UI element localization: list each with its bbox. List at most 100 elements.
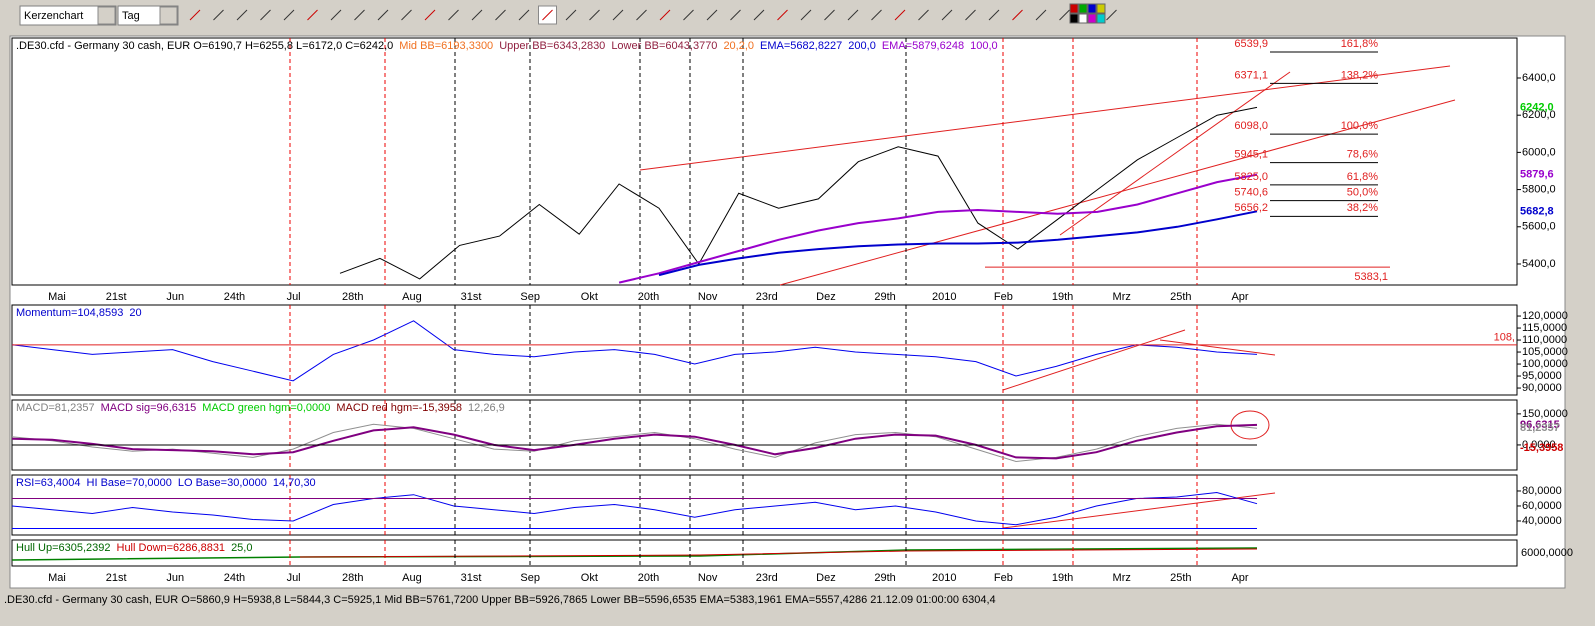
fibonacci-percent: 138,2% [1341,69,1379,81]
header-item: 12,26,9 [468,402,505,414]
header-item: Lower BB=6043,3770 [611,40,717,52]
x-axis-label: 20th [638,291,659,303]
tool-icon [307,9,318,21]
tool-icon [894,9,906,21]
header-item: Hull Up=6305,2392 [16,542,111,554]
tool-icon [189,9,201,21]
series-line [11,423,1258,460]
x-axis-label: Mai [48,291,66,303]
toolbar-icons [189,3,1117,25]
x-axis-label: Apr [1231,572,1248,584]
x-axis-label: 25th [1170,291,1191,303]
color-swatch[interactable] [1087,3,1097,14]
color-swatch[interactable] [1096,13,1106,24]
tool-icon [589,9,600,21]
color-swatch[interactable] [1087,13,1097,24]
x-axis-label: Jul [287,572,301,584]
x-axis-label: 28th [342,291,363,303]
tool-icon [518,9,530,21]
x-axis-label: 25th [1170,572,1191,584]
color-swatch[interactable] [1078,3,1088,14]
tool-icon [965,9,976,21]
axis-badge: 5682,8 [1520,205,1554,217]
dropdown-button[interactable] [159,6,178,25]
x-axis-label: 28th [342,572,363,584]
x-axis-label: Jun [166,572,184,584]
dropdown-button[interactable] [97,6,116,25]
x-axis-label: Feb [994,572,1013,584]
color-swatch[interactable] [1096,3,1106,14]
fibonacci-percent: 50,0% [1347,187,1378,199]
fibonacci-percent: 38,2% [1347,202,1378,214]
x-axis-label: Dez [816,291,836,303]
tool-icon [283,9,295,21]
x-axis-label: 20th [638,572,659,584]
tool-icon [777,9,788,21]
tool-icon [354,9,365,21]
panel-header: Hull Up=6305,2392 Hull Down=6286,8831 25,0 [16,542,252,554]
x-axis-label: 24th [224,572,245,584]
y-tick-label: 100,0000 [1522,358,1568,370]
chart-type-select[interactable] [19,5,117,26]
x-axis-label: 21st [106,291,127,303]
x-axis-label: Jun [166,291,184,303]
y-tick-label: 5400,0 [1522,258,1556,270]
header-item: EMA=5682,8227 [760,40,842,52]
rsi-panel [11,474,1518,536]
period-value: Tag [122,10,140,22]
x-axis-label: Feb [994,291,1013,303]
tool-icon [988,9,1000,21]
status-text: .DE30.cfd - Germany 30 cash, EUR O=5860,… [4,594,996,606]
tool-icon [847,9,859,21]
y-tick-label: 110,0000 [1522,334,1567,346]
y-tick-label: 6000,0 [1522,146,1556,158]
color-swatch[interactable] [1069,3,1079,14]
header-item: EMA=5879,6248 [882,40,964,52]
fibonacci-percent: 100,0% [1341,120,1379,132]
series-line [618,173,1258,284]
macd-panel [11,399,1518,471]
y-tick-label: 120,0000 [1522,310,1568,322]
tool-icon [236,9,248,21]
x-axis-label: Mrz [1113,291,1131,303]
header-item: .DE30.cfd - Germany 30 cash, EUR O=6190,… [16,40,393,52]
hull-panel [11,539,1518,567]
panel-header: MACD=81,2357 MACD sig=96,6315 MACD green h… [16,402,505,414]
tool-icon [565,9,577,21]
x-axis-label: 21st [106,572,127,584]
x-axis-label: 23rd [756,291,778,303]
y-tick-label: 90,0000 [1522,382,1562,394]
panel-header: .DE30.cfd - Germany 30 cash, EUR O=6190,… [16,40,998,52]
chart-type-value: Kerzenchart [24,10,83,22]
x-axis-label: 29th [874,291,895,303]
x-axis-label: Apr [1231,291,1248,303]
header-item: 14,70,30 [273,477,316,489]
tool-icon [213,9,224,21]
x-axis-label: Okt [581,572,598,584]
price-panel [11,37,1518,286]
fibonacci-price: 6098,0 [1234,120,1268,132]
fibonacci-percent: 78,6% [1347,149,1378,161]
axis-badge: 6242,0 [1520,101,1554,113]
header-item: MACD=81,2357 [16,402,95,414]
color-swatch[interactable] [1069,13,1079,24]
header-item: 25,0 [231,542,252,554]
x-axis-label: Jul [287,291,301,303]
x-axis-label: 31st [461,291,482,303]
chart-area [9,35,1566,589]
color-swatch[interactable] [1078,13,1088,24]
tool-icon [636,9,647,21]
support-label: 5383,1 [1354,271,1388,283]
y-tick-label: 60,0000 [1522,500,1562,512]
x-axis-label: 29th [874,572,895,584]
x-axis-label: Aug [402,572,422,584]
header-item: MACD sig=96,6315 [101,402,197,414]
series-line [339,106,1258,280]
header-item: HI Base=70,0000 [87,477,172,489]
toolbar [0,0,1595,30]
series-line [11,320,1258,382]
tool-icon [260,9,271,21]
y-tick-label: 5800,0 [1522,183,1556,195]
tool-icon [471,9,483,21]
